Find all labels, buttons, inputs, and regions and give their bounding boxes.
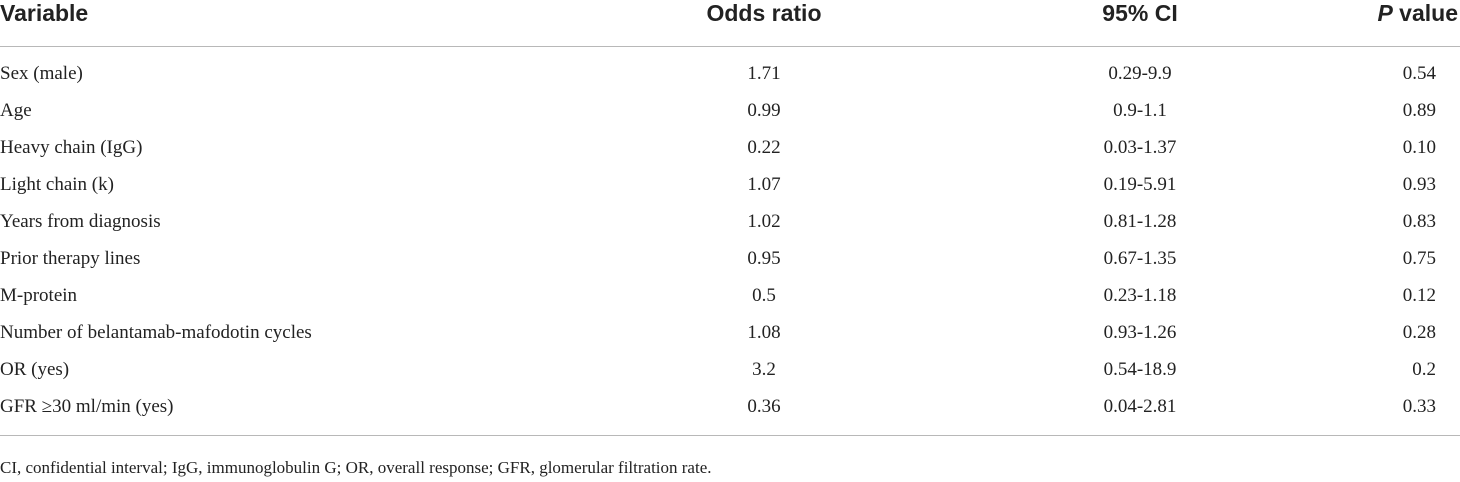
cell-variable: M-protein (0, 284, 78, 306)
cell-odds-ratio: 1.71 (747, 62, 781, 84)
cell-odds-ratio: 1.08 (747, 321, 781, 343)
cell-p-value: 0.83 (1402, 210, 1436, 232)
cell-ci: 0.19-5.91 (1103, 173, 1177, 195)
cell-odds-ratio: 0.95 (747, 247, 781, 269)
cell-p-value: 0.2 (1412, 358, 1436, 380)
header-p-value: P value (1320, 0, 1460, 47)
cell-p-value: 0.10 (1402, 136, 1436, 158)
header-variable: Variable (0, 0, 600, 47)
header-ci: 95% CI (900, 0, 1320, 47)
cell-variable: Sex (male) (0, 62, 83, 84)
cell-ci: 0.23-1.18 (1103, 284, 1177, 306)
cell-odds-ratio: 0.5 (752, 284, 776, 306)
cell-ci: 0.04-2.81 (900, 388, 1320, 436)
cell-p-value: 0.33 (1320, 388, 1460, 436)
cell-ci: 0.67-1.35 (1103, 247, 1177, 269)
cell-odds-ratio: 0.99 (747, 99, 781, 121)
cell-variable: Age (0, 99, 32, 121)
table-footnote: CI, confidential interval; IgG, immunogl… (0, 458, 712, 477)
cell-odds-ratio: 1.02 (747, 210, 781, 232)
cell-p-value: 0.12 (1402, 284, 1436, 306)
cell-ci: 0.29-9.9 (1108, 62, 1172, 84)
header-odds-ratio: Odds ratio (600, 0, 900, 47)
cell-odds-ratio: 0.22 (747, 136, 781, 158)
cell-odds-ratio: 1.07 (747, 173, 781, 195)
table-row: Sex (male) 1.71 0.29-9.9 0.54 (0, 47, 1460, 93)
cell-variable: GFR ≥30 ml/min (yes) (0, 388, 600, 436)
table-header: Variable Odds ratio 95% CI P value (0, 0, 1460, 47)
cell-p-value: 0.28 (1402, 321, 1436, 343)
cell-odds-ratio: 3.2 (752, 358, 776, 380)
cell-ci: 0.54-18.9 (1103, 358, 1177, 380)
table-row: OR (yes) 3.2 0.54-18.9 0.2 (0, 351, 1460, 388)
cell-variable: Years from diagnosis (0, 210, 161, 232)
table-row: M-protein 0.5 0.23-1.18 0.12 (0, 277, 1460, 314)
cell-p-value: 0.54 (1402, 62, 1436, 84)
cell-p-value: 0.93 (1402, 173, 1436, 195)
cell-p-value: 0.89 (1402, 99, 1436, 121)
cell-variable: OR (yes) (0, 358, 70, 380)
cell-variable: Prior therapy lines (0, 247, 141, 269)
cell-ci: 0.81-1.28 (1103, 210, 1177, 232)
odds-ratio-table-container: Variable Odds ratio 95% CI P value Sex (… (0, 0, 1460, 436)
header-p-italic: P (1377, 0, 1393, 26)
header-row: Variable Odds ratio 95% CI P value (0, 0, 1460, 47)
cell-ci: 0.9-1.1 (1113, 99, 1167, 121)
table-row: Prior therapy lines 0.95 0.67-1.35 0.75 (0, 240, 1460, 277)
cell-variable: Heavy chain (IgG) (0, 136, 143, 158)
odds-ratio-table: Variable Odds ratio 95% CI P value Sex (… (0, 0, 1460, 436)
table-row: GFR ≥30 ml/min (yes) 0.36 0.04-2.81 0.33 (0, 388, 1460, 436)
table-row: Years from diagnosis 1.02 0.81-1.28 0.83 (0, 203, 1460, 240)
cell-ci: 0.93-1.26 (1103, 321, 1177, 343)
table-row: Age 0.99 0.9-1.1 0.89 (0, 92, 1460, 129)
cell-ci: 0.03-1.37 (1103, 136, 1177, 158)
cell-variable: Number of belantamab-mafodotin cycles (0, 321, 312, 343)
cell-p-value: 0.75 (1402, 247, 1436, 269)
table-row: Light chain (k) 1.07 0.19-5.91 0.93 (0, 166, 1460, 203)
table-body: Sex (male) 1.71 0.29-9.9 0.54 Age 0.99 0… (0, 47, 1460, 436)
table-row: Number of belantamab-mafodotin cycles 1.… (0, 314, 1460, 351)
table-row: Heavy chain (IgG) 0.22 0.03-1.37 0.10 (0, 129, 1460, 166)
header-p-rest: value (1392, 0, 1458, 26)
cell-odds-ratio: 0.36 (600, 388, 900, 436)
cell-variable: Light chain (k) (0, 173, 114, 195)
